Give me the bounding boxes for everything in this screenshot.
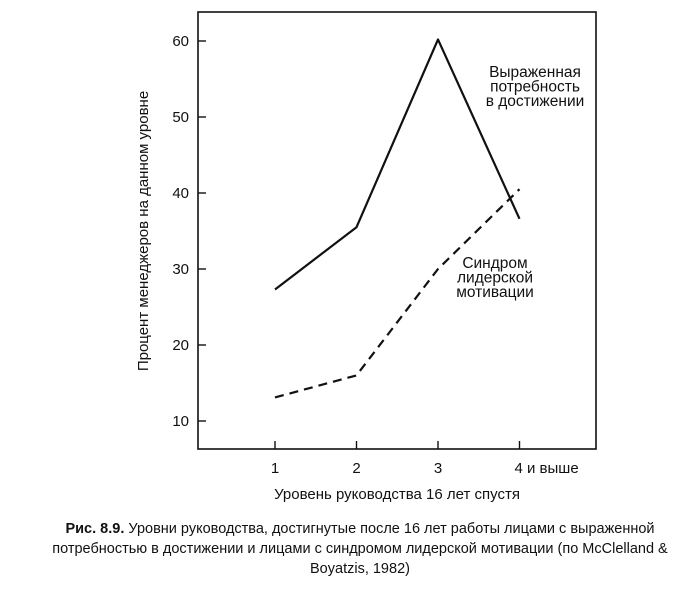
annotation-line: в достижении bbox=[486, 93, 585, 110]
annotation-line: мотивации bbox=[456, 284, 534, 301]
series-achievement-line bbox=[274, 38, 521, 291]
plot-frame bbox=[197, 11, 597, 450]
x-axis-title: Уровень руководства 16 лет спустя bbox=[274, 486, 520, 503]
y-tick-label: 60 bbox=[172, 33, 189, 50]
line-chart: 10 20 30 40 50 60 1 2 3 4 и выше Выраженная потре… bbox=[135, 11, 597, 503]
x-tick-label: 3 bbox=[434, 460, 442, 477]
figure-caption: Рис. 8.9. Уровни руководства, достигнуты… bbox=[28, 519, 692, 579]
y-tick-label: 40 bbox=[172, 185, 189, 202]
series-leadership-line bbox=[274, 188, 521, 399]
x-tick-label: 1 bbox=[271, 460, 279, 477]
annotation-line: потребность bbox=[490, 79, 580, 96]
series-lines bbox=[274, 38, 521, 399]
x-tick-label: 2 bbox=[352, 460, 360, 477]
y-axis-ticks: 10 20 30 40 50 60 bbox=[172, 33, 206, 430]
caption-text: Уровни руководства, достигнутые после 16… bbox=[52, 521, 668, 577]
figure-number: Рис. 8.9. bbox=[65, 521, 125, 537]
annotation-line: Выраженная bbox=[489, 64, 581, 81]
annotation-leadership: Синдром лидерской мотивации bbox=[456, 255, 534, 301]
y-tick-label: 10 bbox=[172, 413, 189, 430]
y-axis-title: Процент менеджеров на данном уровне bbox=[135, 91, 152, 371]
annotation-line: Синдром bbox=[462, 255, 527, 272]
x-axis-ticks: 1 2 3 4 и выше bbox=[271, 441, 579, 477]
x-tick-label: 4 и выше bbox=[515, 460, 579, 477]
series-annotations: Выраженная потребность в достижении Синдром… bbox=[456, 64, 584, 301]
annotation-line: лидерской bbox=[457, 270, 533, 287]
y-tick-label: 20 bbox=[172, 337, 189, 354]
annotation-achievement: Выраженная потребность в достижении bbox=[486, 64, 585, 110]
y-tick-label: 30 bbox=[172, 261, 189, 278]
y-tick-label: 50 bbox=[172, 109, 189, 126]
